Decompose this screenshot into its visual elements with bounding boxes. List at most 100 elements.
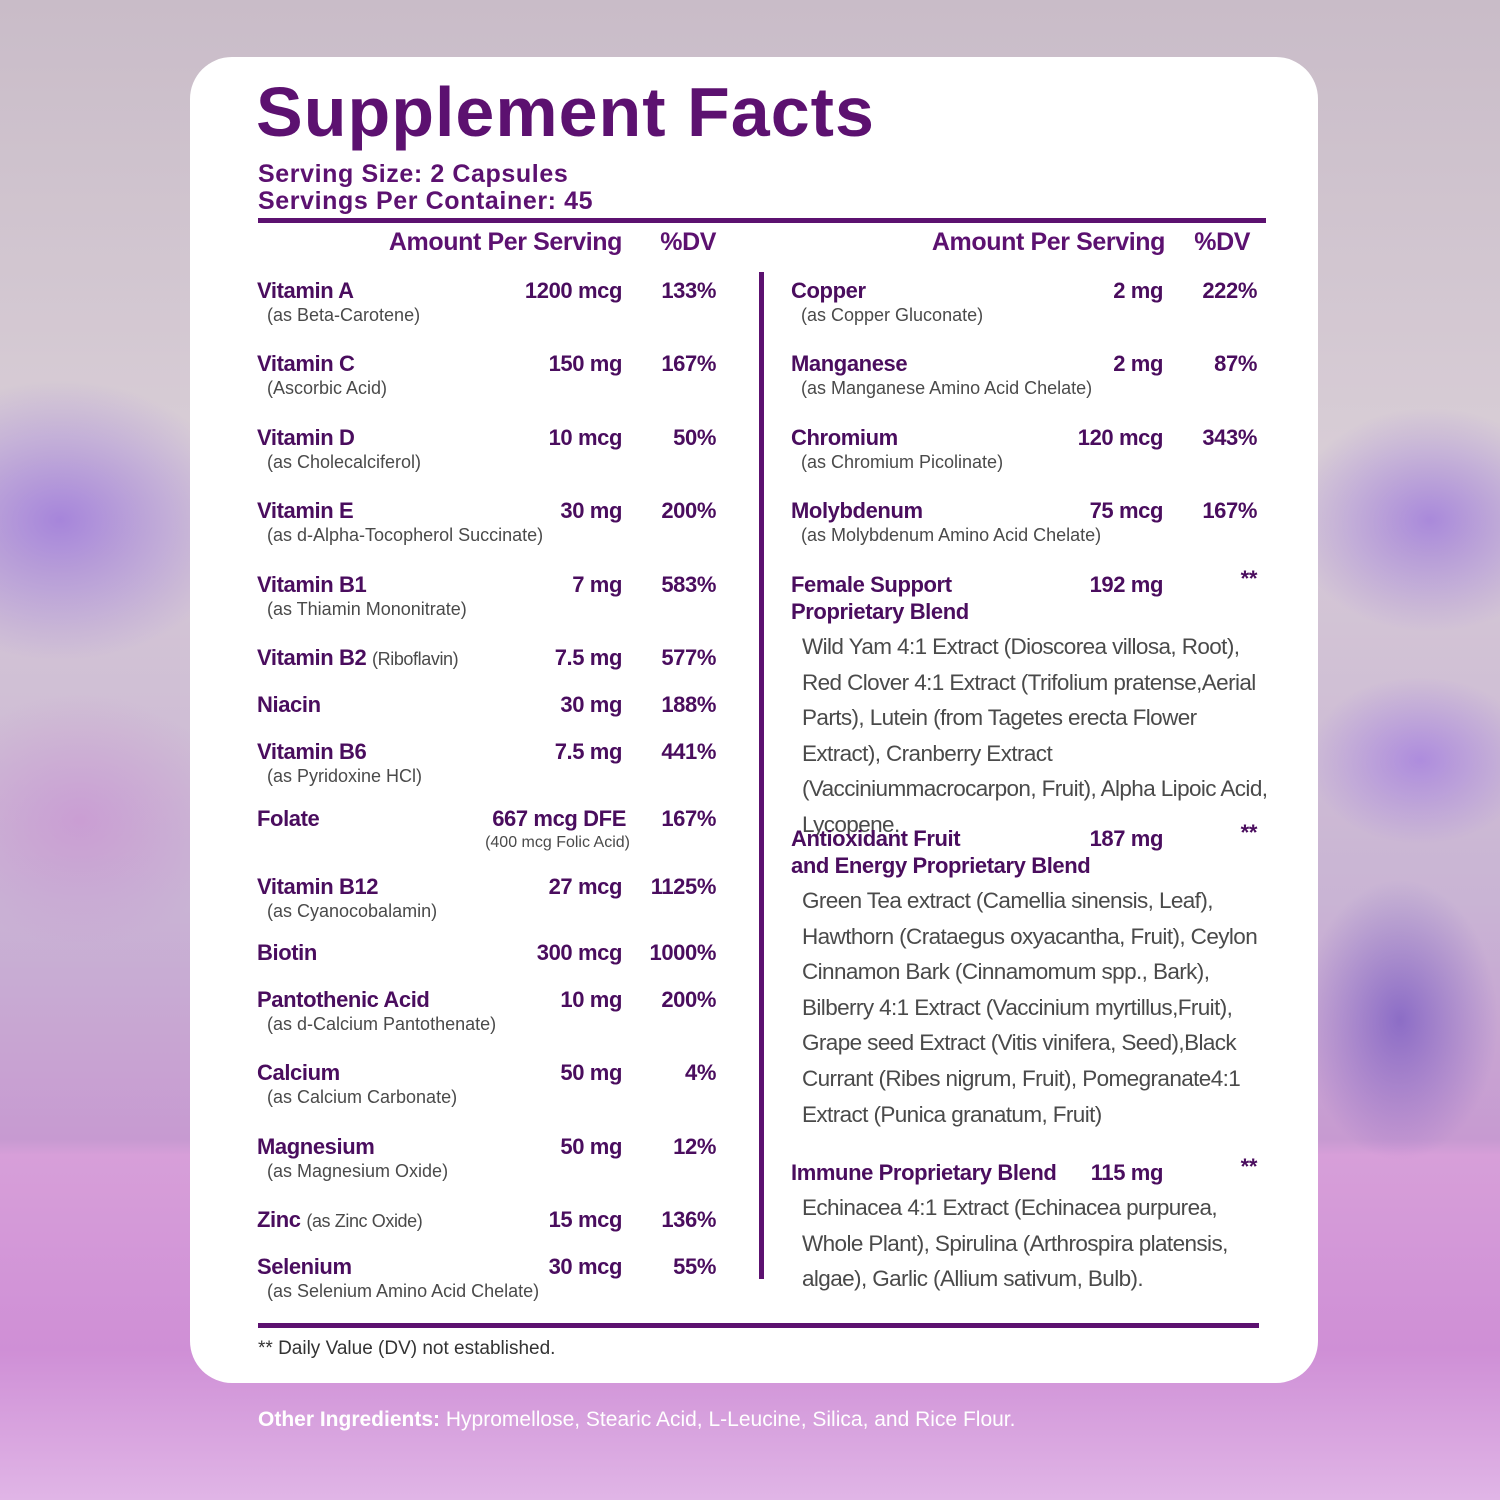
- facts-panel: [190, 57, 1318, 1383]
- nutrient-name: Calcium: [257, 1060, 340, 1086]
- nutrient-source: (as d-Calcium Pantothenate): [267, 1014, 497, 1034]
- nutrient-name: Zinc (as Zinc Oxide): [257, 1207, 423, 1233]
- column-divider: [759, 272, 764, 1279]
- nutrient-source: (as Pyridoxine HCl): [267, 766, 423, 786]
- nutrient-name-text: Selenium: [257, 1254, 352, 1279]
- nutrient-name-text: Vitamin B12: [257, 874, 379, 899]
- nutrient-name-text: Zinc: [257, 1207, 301, 1232]
- blend-daily-value: **: [1240, 566, 1258, 591]
- nutrient-name-text: Copper: [791, 278, 866, 303]
- blend-name: Immune Proprietary Blend: [791, 1160, 1057, 1185]
- nutrient-source: (as Magnesium Oxide): [267, 1161, 449, 1181]
- amount-header: Amount Per Serving: [388, 228, 623, 256]
- blend-amount: 115 mg: [1090, 1160, 1164, 1185]
- nutrient-name-text: Biotin: [257, 940, 317, 965]
- dv-header: %DV: [1194, 228, 1250, 256]
- amount: 2 mg: [1113, 351, 1163, 376]
- nutrient-name: Vitamin B6: [257, 739, 367, 765]
- amount: 50 mg: [560, 1060, 622, 1085]
- daily-value: 167%: [1202, 498, 1257, 523]
- nutrient-name-text: Vitamin B2: [257, 645, 367, 670]
- daily-value: 343%: [1202, 425, 1257, 450]
- blend-ingredients: Wild Yam 4:1 Extract (Dioscorea villosa,…: [802, 634, 1268, 837]
- nutrient-source: (as Selenium Amino Acid Chelate): [267, 1281, 540, 1301]
- nutrient-name: Biotin: [257, 940, 317, 966]
- amount: 2 mg: [1113, 278, 1163, 303]
- nutrient-source: (as Thiamin Mononitrate): [267, 599, 467, 619]
- blend-name: Female Support: [791, 572, 952, 597]
- daily-value: 200%: [661, 987, 716, 1012]
- blend-name: Antioxidant Fruit: [791, 826, 961, 851]
- blend-amount: 187 mg: [1089, 826, 1164, 851]
- blend-daily-value: **: [1240, 820, 1258, 845]
- nutrient-source: (as Beta-Carotene): [267, 305, 421, 325]
- nutrient-name: Pantothenic Acid: [257, 987, 430, 1013]
- nutrient-name-text: Vitamin B6: [257, 739, 367, 764]
- daily-value: 577%: [661, 645, 716, 670]
- amount-header: Amount Per Serving: [931, 228, 1166, 256]
- daily-value: 188%: [661, 692, 716, 717]
- bottom-rule: [258, 1323, 1259, 1328]
- nutrient-source: (as Manganese Amino Acid Chelate): [801, 378, 1093, 398]
- nutrient-source: (as d-Alpha-Tocopherol Succinate): [267, 525, 544, 545]
- blend-ingredients: Green Tea extract (Camellia sinensis, Le…: [802, 888, 1258, 1127]
- nutrient-name-text: Vitamin B1: [257, 572, 367, 597]
- blend-name: Proprietary Blend: [791, 599, 969, 624]
- nutrient-source: (as Calcium Carbonate): [267, 1087, 458, 1107]
- blend-ingredients: Echinacea 4:1 Extract (Echinacea purpure…: [802, 1195, 1228, 1292]
- nutrient-source: (Ascorbic Acid): [267, 378, 388, 398]
- other-ingredients-label: Other Ingredients:: [258, 1408, 441, 1431]
- footnote: ** Daily Value (DV) not established.: [258, 1338, 556, 1359]
- nutrient-name-text: Vitamin C: [257, 351, 355, 376]
- nutrient-name: Vitamin D: [257, 425, 355, 451]
- nutrient-source: (as Cyanocobalamin): [267, 901, 438, 921]
- top-rule: [258, 218, 1266, 223]
- nutrient-source: (Riboflavin): [372, 649, 459, 669]
- nutrient-name: Vitamin A: [257, 278, 354, 304]
- daily-value: 167%: [661, 351, 716, 376]
- title: Supplement Facts: [256, 73, 875, 151]
- amount: 7.5 mg: [554, 739, 623, 764]
- daily-value: 1000%: [649, 940, 716, 965]
- nutrient-name-text: Pantothenic Acid: [257, 987, 430, 1012]
- daily-value: 133%: [661, 278, 716, 303]
- nutrient-name-text: Magnesium: [257, 1134, 375, 1159]
- daily-value: 4%: [685, 1060, 716, 1085]
- blend-daily-value: **: [1240, 1154, 1258, 1179]
- daily-value: 167%: [661, 806, 716, 831]
- amount: 10 mcg: [548, 425, 623, 450]
- nutrient-name: Vitamin C: [257, 351, 355, 377]
- blend-name: and Energy Proprietary Blend: [791, 853, 1091, 878]
- amount: 30 mg: [560, 692, 622, 717]
- nutrient-name-text: Calcium: [257, 1060, 340, 1085]
- nutrient-name: Niacin: [257, 692, 321, 718]
- nutrient-name-text: Vitamin E: [257, 498, 354, 523]
- nutrient-name-text: Molybdenum: [791, 498, 923, 523]
- amount: 667 mcg DFE: [492, 806, 626, 831]
- daily-value: 222%: [1202, 278, 1257, 303]
- nutrient-name: Magnesium: [257, 1134, 375, 1160]
- nutrient-name-text: Vitamin A: [257, 278, 354, 303]
- amount: 30 mg: [560, 498, 622, 523]
- nutrient-name: Vitamin B2 (Riboflavin): [257, 645, 459, 671]
- amount: 30 mcg: [548, 1254, 623, 1279]
- daily-value: 12%: [673, 1134, 716, 1159]
- nutrient-name-text: Chromium: [791, 425, 898, 450]
- amount: 10 mg: [560, 987, 622, 1012]
- amount-note: (400 mcg Folic Acid): [485, 834, 630, 851]
- daily-value: 200%: [661, 498, 716, 523]
- amount: 7 mg: [572, 572, 622, 597]
- nutrient-name-text: Folate: [257, 806, 320, 831]
- nutrient-name: Vitamin B12: [257, 874, 379, 900]
- amount: 7.5 mg: [554, 645, 623, 670]
- amount: 27 mcg: [548, 874, 623, 899]
- other-ingredients: Other Ingredients: Hypromellose, Stearic…: [258, 1408, 1015, 1432]
- daily-value: 50%: [673, 425, 716, 450]
- daily-value: 55%: [673, 1254, 716, 1279]
- nutrient-source: (as Molybdenum Amino Acid Chelate): [801, 525, 1102, 545]
- servings-per-container: Servings Per Container: 45: [258, 187, 594, 215]
- nutrient-name: Chromium: [791, 425, 898, 451]
- amount: 300 mcg: [536, 940, 623, 965]
- nutrient-source: (as Zinc Oxide): [306, 1211, 423, 1231]
